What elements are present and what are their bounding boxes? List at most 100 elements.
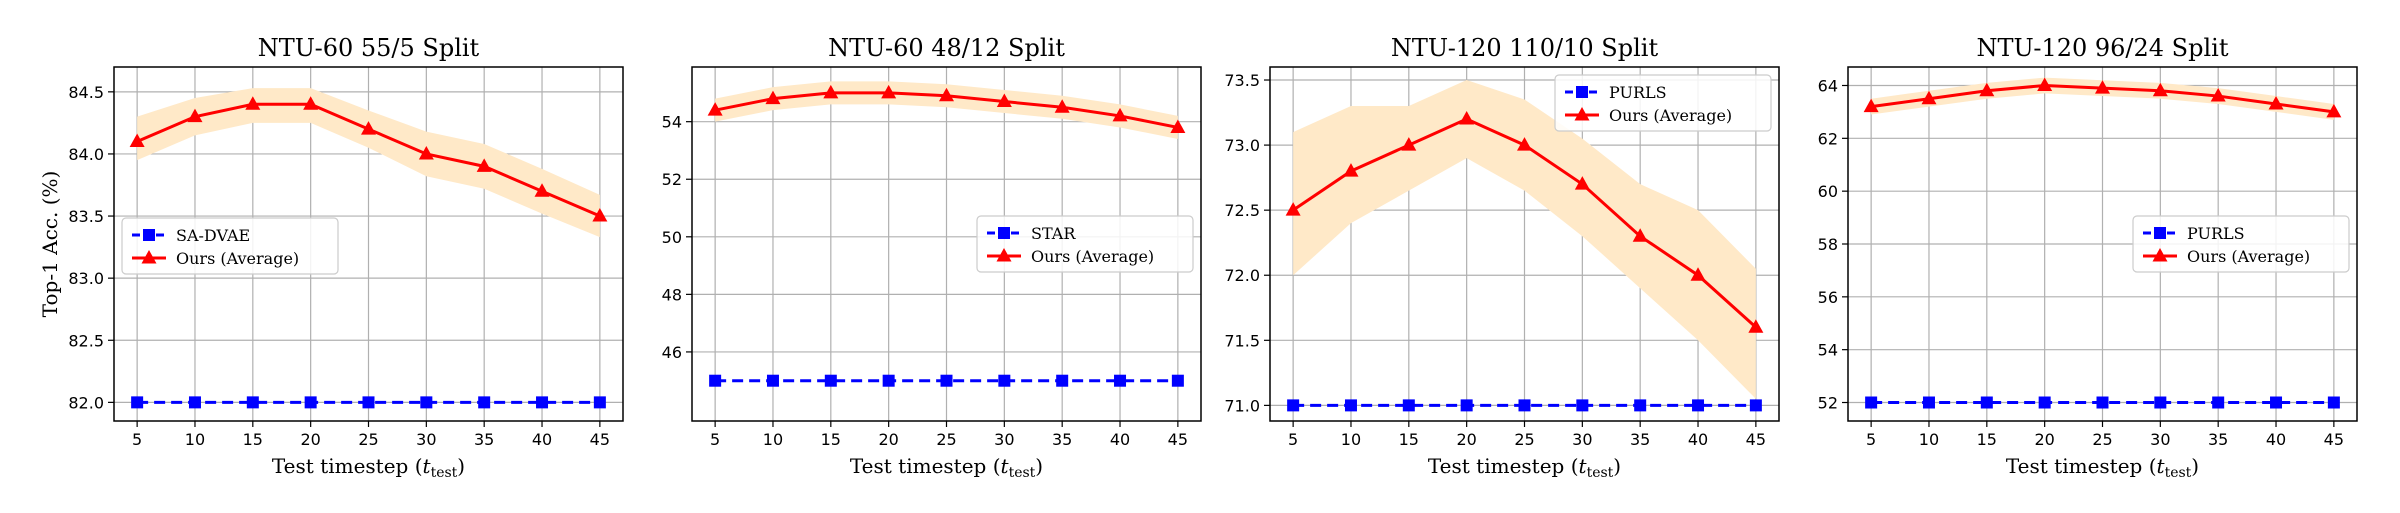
ours-point — [823, 84, 839, 99]
legend: STAR Ours (Average) — [976, 215, 1194, 273]
legend-ours-swatch-marker — [996, 248, 1012, 262]
baseline-point — [2212, 396, 2225, 409]
legend-box — [2132, 215, 2350, 273]
ours-point — [1170, 119, 1186, 133]
x-tick-label: 5 — [1866, 430, 1876, 449]
ours-point — [1054, 99, 1070, 113]
baseline-point — [1287, 399, 1300, 412]
legend: PURLS Ours (Average) — [1554, 74, 1772, 132]
legend-baseline-swatch-marker — [2154, 227, 2166, 239]
baseline-point — [536, 396, 549, 409]
x-axis-label-variable: t — [423, 454, 432, 478]
ours-point — [1112, 107, 1128, 122]
ours-point — [303, 96, 319, 110]
legend-baseline-swatch-marker — [1576, 86, 1588, 98]
baseline-point — [1865, 396, 1878, 409]
x-tick-label: 20 — [1456, 430, 1476, 449]
baseline-point — [1114, 374, 1127, 387]
baseline-point — [1980, 396, 1993, 409]
y-tick-label: 84.5 — [68, 83, 104, 102]
x-tick-label: 40 — [532, 430, 552, 449]
ours-point — [1632, 228, 1648, 242]
y-tick-label: 73.5 — [1224, 71, 1260, 90]
legend-box — [976, 215, 1194, 273]
x-axis-label-subscript: test — [431, 465, 458, 481]
y-tick-label: 84.0 — [68, 145, 104, 164]
x-tick-label: 35 — [2208, 430, 2228, 449]
x-axis-label-text: Test timestep ( — [1428, 454, 1579, 478]
chart-title: NTU-60 55/5 Split — [258, 34, 480, 62]
x-axis-label-text: Test timestep ( — [2006, 454, 2157, 478]
y-tick-label: 48 — [662, 285, 682, 304]
x-tick-label: 40 — [2266, 430, 2286, 449]
y-tick-label: 72.5 — [1224, 201, 1260, 220]
baseline-point — [1056, 374, 1069, 387]
axes-frame — [691, 66, 1202, 422]
y-tick-label: 52 — [1818, 394, 1838, 413]
x-tick-label: 35 — [1052, 430, 1072, 449]
x-tick-label: 30 — [416, 430, 436, 449]
baseline-point — [246, 396, 259, 409]
baseline-point — [1344, 399, 1357, 412]
x-axis-label: Test timestep (ttest) — [2006, 454, 2199, 481]
y-tick-label: 72.0 — [1224, 266, 1260, 285]
baseline-point — [1692, 399, 1705, 412]
ours-point — [1401, 137, 1417, 151]
confidence-band — [137, 88, 600, 238]
baseline-point — [824, 374, 837, 387]
baseline-point — [188, 396, 201, 409]
x-tick-label: 10 — [185, 430, 205, 449]
y-tick-label: 64 — [1818, 76, 1838, 95]
x-axis-label-text: Test timestep ( — [850, 454, 1001, 478]
legend-ours-label: Ours (Average) — [1609, 106, 1732, 125]
y-tick-label: 71.0 — [1224, 396, 1260, 415]
baseline-point — [1460, 399, 1473, 412]
x-tick-label: 10 — [1341, 430, 1361, 449]
axes-frame — [113, 66, 624, 422]
x-tick-label: 30 — [1572, 430, 1592, 449]
x-tick-label: 20 — [878, 430, 898, 449]
x-tick-label: 5 — [132, 430, 142, 449]
x-axis-label-variable: t — [1579, 454, 1588, 478]
x-axis-label-subscript: test — [1009, 465, 1036, 481]
baseline-point — [1634, 399, 1647, 412]
ours-point — [939, 87, 954, 102]
ours-point — [129, 133, 145, 148]
legend-baseline-label: SA-DVAE — [176, 226, 250, 245]
x-tick-label: 45 — [1746, 430, 1766, 449]
chart-title: NTU-120 96/24 Split — [1977, 34, 2229, 62]
x-tick-label: 40 — [1688, 430, 1708, 449]
x-tick-label: 35 — [474, 430, 494, 449]
y-tick-label: 83.0 — [68, 269, 104, 288]
baseline-point — [593, 396, 606, 409]
y-tick-label: 54 — [662, 113, 682, 132]
x-tick-label: 20 — [300, 430, 320, 449]
ours-point — [1459, 111, 1475, 125]
ours-point — [187, 108, 203, 123]
legend-baseline-label: STAR — [1031, 224, 1076, 243]
legend-ours-label: Ours (Average) — [176, 249, 299, 268]
x-tick-label: 45 — [1168, 430, 1188, 449]
chart-panel-1: NTU-60 55/5 Split 5 10 15 20 25 30 35 40 45 82.0 82… — [38, 34, 624, 481]
legend-box — [121, 217, 339, 275]
y-tick-label: 73.0 — [1224, 136, 1260, 155]
baseline-point — [2327, 396, 2340, 409]
baseline-point — [362, 396, 375, 409]
x-tick-label: 30 — [2150, 430, 2170, 449]
x-tick-label: 15 — [243, 430, 263, 449]
y-tick-label: 58 — [1818, 235, 1838, 254]
x-axis-label-subscript: test — [2165, 465, 2192, 481]
ours-point — [1574, 176, 1590, 190]
baseline-point — [998, 374, 1011, 387]
ours-point — [418, 145, 434, 160]
x-axis-label-variable: t — [1001, 454, 1010, 478]
ours-point — [1285, 202, 1301, 216]
legend-baseline-swatch-marker — [998, 227, 1010, 239]
x-tick-label: 15 — [821, 430, 841, 449]
ours-point — [2268, 95, 2284, 110]
chart-panel-2: NTU-60 48/12 Split 5 10 15 20 25 30 35 40 45 46 48 5… — [662, 34, 1202, 481]
baseline-point — [1518, 399, 1531, 412]
legend-baseline-label: PURLS — [2187, 224, 2245, 243]
x-tick-label: 15 — [1977, 430, 1997, 449]
